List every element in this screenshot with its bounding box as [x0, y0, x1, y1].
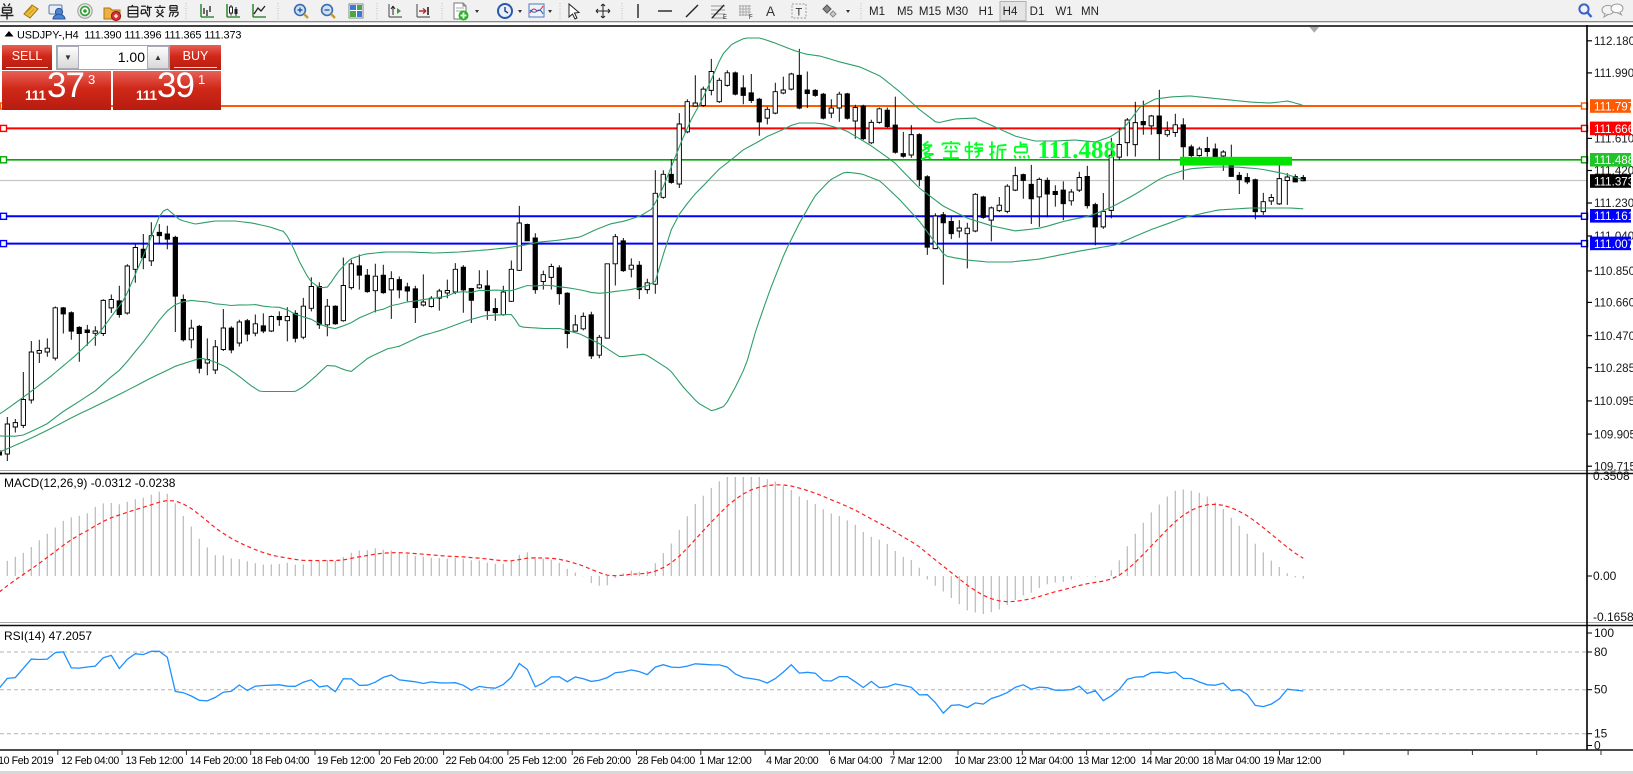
- svg-text:111.666: 111.666: [1594, 123, 1633, 136]
- svg-text:7 Mar 12:00: 7 Mar 12:00: [890, 755, 943, 767]
- svg-text:109.715: 109.715: [1594, 460, 1633, 473]
- svg-text:18 Mar 04:00: 18 Mar 04:00: [1202, 755, 1260, 767]
- svg-text:26 Feb 20:00: 26 Feb 20:00: [573, 755, 631, 767]
- svg-text:111.007: 111.007: [1594, 238, 1633, 251]
- svg-text:T: T: [796, 7, 803, 19]
- svg-text:10 Feb 2019: 10 Feb 2019: [0, 755, 54, 767]
- svg-text:M1: M1: [869, 6, 885, 18]
- svg-text:4 Mar 20:00: 4 Mar 20:00: [766, 755, 819, 767]
- svg-text:109.905: 109.905: [1594, 428, 1633, 441]
- svg-text:80: 80: [1594, 645, 1608, 659]
- svg-text:6 Mar 04:00: 6 Mar 04:00: [830, 755, 883, 767]
- svg-text:10 Mar 23:00: 10 Mar 23:00: [954, 755, 1012, 767]
- svg-text:111.373: 111.373: [1594, 175, 1633, 188]
- svg-text:0.3508: 0.3508: [1593, 469, 1630, 483]
- svg-text:110.285: 110.285: [1594, 362, 1633, 375]
- svg-text:MN: MN: [1081, 6, 1099, 18]
- svg-text:15: 15: [1594, 727, 1608, 741]
- svg-text:20 Feb 20:00: 20 Feb 20:00: [380, 755, 438, 767]
- svg-text:110.850: 110.850: [1594, 265, 1633, 278]
- svg-text:111.161: 111.161: [1594, 210, 1633, 223]
- svg-text:M15: M15: [919, 6, 941, 18]
- svg-text:1 Mar 12:00: 1 Mar 12:00: [699, 755, 752, 767]
- svg-text:50: 50: [1594, 683, 1608, 697]
- svg-text:19 Feb 12:00: 19 Feb 12:00: [317, 755, 375, 767]
- svg-text:25 Feb 12:00: 25 Feb 12:00: [509, 755, 567, 767]
- svg-text:22 Feb 04:00: 22 Feb 04:00: [445, 755, 503, 767]
- svg-text:H4: H4: [1003, 6, 1018, 18]
- svg-text:12 Feb 04:00: 12 Feb 04:00: [61, 755, 119, 767]
- svg-text:F: F: [749, 15, 753, 21]
- svg-text:13 Mar 12:00: 13 Mar 12:00: [1078, 755, 1136, 767]
- svg-text:111.797: 111.797: [1594, 100, 1633, 113]
- svg-text:12 Mar 04:00: 12 Mar 04:00: [1015, 755, 1073, 767]
- svg-text:E: E: [723, 15, 727, 21]
- svg-text:13 Feb 12:00: 13 Feb 12:00: [125, 755, 183, 767]
- svg-text:USDJPY-,H4 111.390 111.396 11: USDJPY-,H4 111.390 111.396 111.365 111.3…: [17, 30, 241, 42]
- svg-text:0.00: 0.00: [1593, 569, 1617, 583]
- svg-text:111.610: 111.610: [1594, 133, 1633, 146]
- svg-text:110.470: 110.470: [1594, 330, 1633, 343]
- svg-text:H1: H1: [979, 6, 994, 18]
- svg-text:18 Feb 04:00: 18 Feb 04:00: [251, 755, 309, 767]
- svg-text:111.990: 111.990: [1594, 67, 1633, 80]
- svg-text:14 Feb 20:00: 14 Feb 20:00: [190, 755, 248, 767]
- svg-text:110.095: 110.095: [1594, 395, 1633, 408]
- svg-text:RSI(14) 47.2057: RSI(14) 47.2057: [4, 629, 92, 643]
- svg-text:112.180: 112.180: [1594, 35, 1633, 48]
- svg-text:111.488: 111.488: [1038, 137, 1117, 164]
- svg-text:M5: M5: [897, 6, 913, 18]
- svg-text:19 Mar 12:00: 19 Mar 12:00: [1263, 755, 1321, 767]
- svg-text:0: 0: [1594, 739, 1601, 753]
- svg-text:111.230: 111.230: [1594, 197, 1633, 210]
- svg-text:-0.1658: -0.1658: [1593, 610, 1633, 624]
- svg-text:111.488: 111.488: [1594, 154, 1633, 167]
- svg-text:110.660: 110.660: [1594, 297, 1633, 310]
- svg-text:M30: M30: [946, 6, 968, 18]
- svg-text:14 Mar 20:00: 14 Mar 20:00: [1141, 755, 1199, 767]
- svg-text:28 Feb 04:00: 28 Feb 04:00: [637, 755, 695, 767]
- svg-text:W1: W1: [1055, 6, 1072, 18]
- svg-text:MACD(12,26,9) -0.0312 -0.0238: MACD(12,26,9) -0.0312 -0.0238: [4, 476, 176, 490]
- svg-text:A: A: [766, 4, 775, 19]
- svg-text:100: 100: [1594, 626, 1614, 640]
- svg-text:D1: D1: [1030, 6, 1045, 18]
